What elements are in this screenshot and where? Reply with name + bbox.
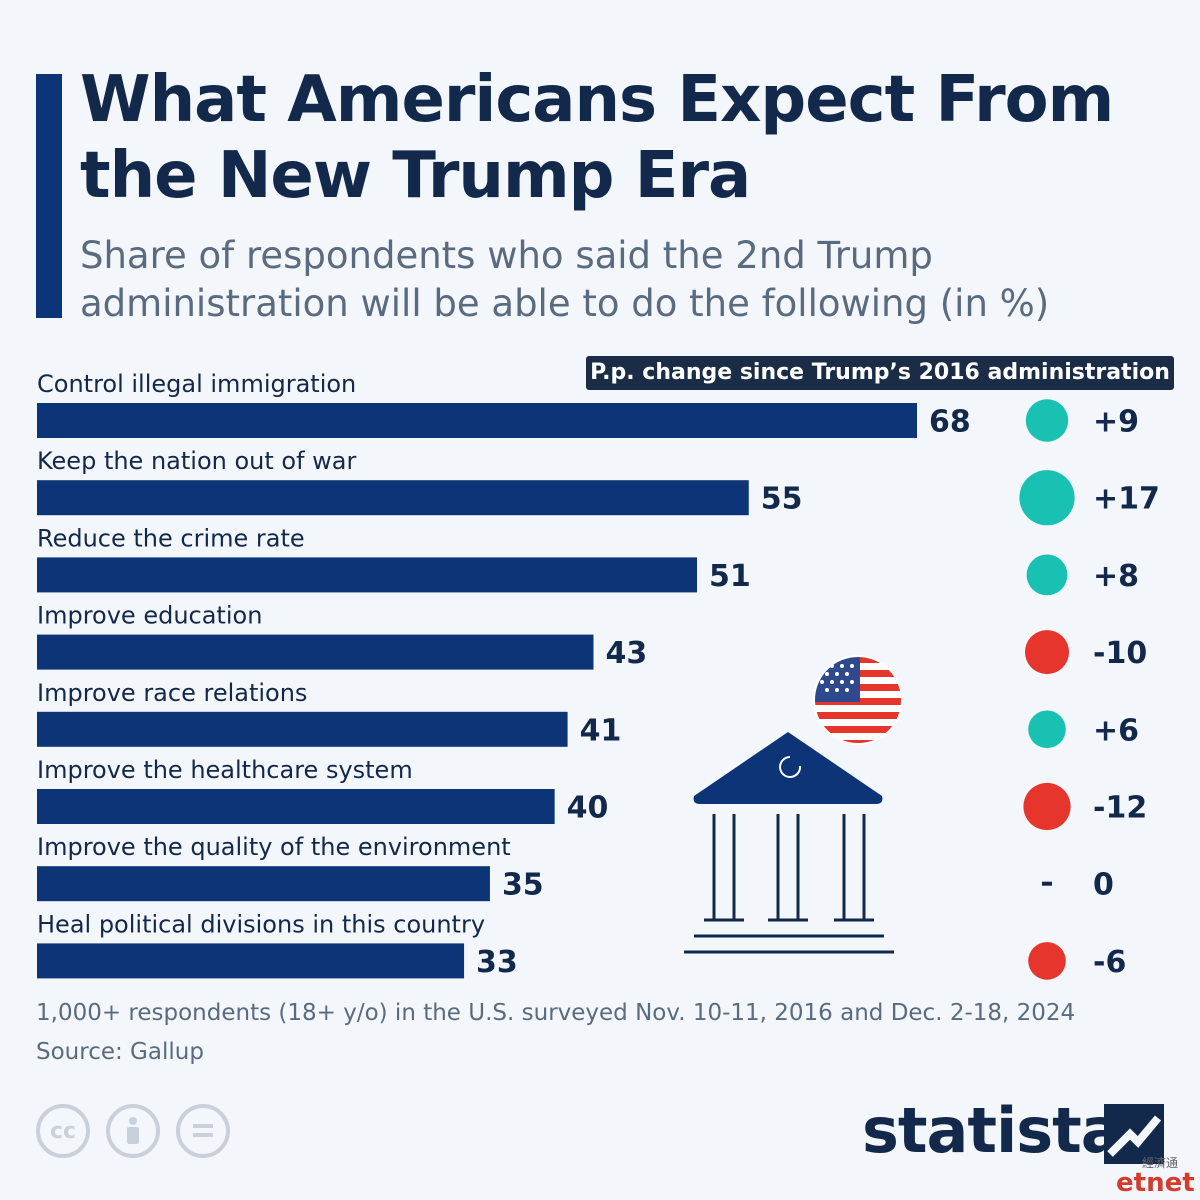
government-building-icon <box>684 655 903 954</box>
no-derivatives-icon[interactable] <box>176 1104 230 1158</box>
change-dash <box>1042 881 1052 886</box>
change-value-label: -10 <box>1093 636 1147 671</box>
change-value-label: +6 <box>1093 713 1139 748</box>
change-dot <box>1019 470 1075 526</box>
source-line: Source: Gallup <box>36 1039 204 1065</box>
change-dot <box>1028 710 1066 749</box>
category-label: Heal political divisions in this country <box>37 910 485 938</box>
bar-value-label: 68 <box>929 405 971 440</box>
bar <box>37 789 555 824</box>
bar-chart: Control illegal immigration 68 +9 Keep the … <box>37 370 1160 980</box>
change-value-label: +9 <box>1093 405 1139 440</box>
bar-value-label: 51 <box>709 559 751 594</box>
category-label: Reduce the crime rate <box>37 524 305 552</box>
bar-value-label: 40 <box>567 791 609 826</box>
bar-value-label: 33 <box>476 945 518 980</box>
change-header-badge: P.p. change since Trump’s 2016 administr… <box>586 356 1174 390</box>
change-value-label: +8 <box>1093 559 1139 594</box>
change-dot <box>1023 782 1071 831</box>
category-label: Control illegal immigration <box>37 370 356 398</box>
change-value-label: +17 <box>1093 482 1160 517</box>
category-label: Keep the nation out of war <box>37 447 357 475</box>
change-dot <box>1026 554 1068 596</box>
watermark: etnet <box>1116 1168 1195 1198</box>
statista-logo[interactable]: statista <box>862 1094 1123 1167</box>
bar-value-label: 35 <box>502 868 544 903</box>
category-label: Improve education <box>37 602 262 630</box>
category-label: Improve race relations <box>37 679 307 707</box>
flag-icon <box>814 656 902 744</box>
statista-mark-icon <box>1104 1104 1164 1164</box>
change-dot <box>1025 630 1069 675</box>
creative-commons-icon[interactable]: cc <box>36 1104 90 1158</box>
category-label: Improve the healthcare system <box>37 756 413 784</box>
license-icons: cc <box>36 1104 230 1158</box>
bar <box>37 943 465 979</box>
bar <box>37 557 697 593</box>
survey-note: 1,000+ respondents (18+ y/o) in the U.S.… <box>36 1000 1076 1026</box>
page-title: What Americans Expect From the New Trump… <box>80 63 1114 213</box>
change-value-label: -12 <box>1093 791 1147 826</box>
attribution-icon[interactable] <box>106 1104 160 1158</box>
change-dot <box>1025 399 1069 442</box>
watermark-chinese: 經濟通 <box>1142 1156 1179 1170</box>
change-dot <box>1028 942 1066 980</box>
bar <box>37 480 749 516</box>
change-value-label: 0 <box>1093 868 1114 903</box>
bar <box>37 634 594 670</box>
category-label: Improve the quality of the environment <box>37 833 511 861</box>
bar <box>37 403 917 438</box>
change-value-label: -6 <box>1093 945 1126 980</box>
bar-value-label: 55 <box>761 482 803 517</box>
bar <box>37 866 490 902</box>
bar-value-label: 43 <box>605 636 647 671</box>
bar <box>37 711 568 747</box>
bar-value-label: 41 <box>580 713 622 748</box>
title-accent-bar <box>36 74 62 318</box>
page-subtitle: Share of respondents who said the 2nd Tr… <box>80 234 1050 325</box>
